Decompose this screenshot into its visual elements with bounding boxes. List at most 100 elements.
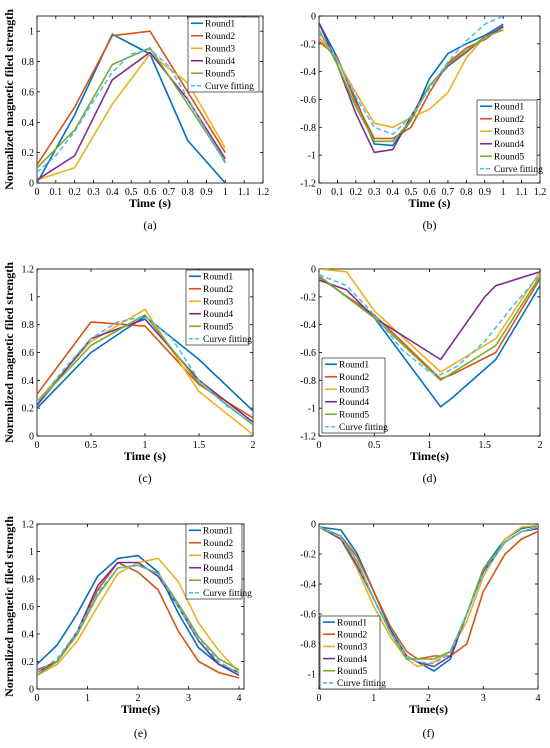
x-tick-label: 1 — [223, 187, 228, 198]
x-tick-label: 0.2 — [350, 187, 363, 198]
x-tick-label: 0.7 — [442, 187, 455, 198]
legend-label: Round3 — [339, 385, 369, 395]
series-line-curve-fitting — [37, 315, 253, 425]
y-axis-label: Normalized magnetic filed strength — [2, 262, 16, 443]
y-tick-label: -1 — [308, 404, 316, 415]
legend-label: Round5 — [337, 667, 367, 677]
panel-label: (f) — [423, 726, 435, 740]
series-line-curve-fitting — [37, 48, 226, 173]
y-tick-label: 0.6 — [22, 87, 35, 98]
x-tick-label: 1.1 — [515, 187, 528, 198]
x-tick-label: 1.1 — [238, 187, 251, 198]
x-tick-label: 2 — [538, 440, 543, 451]
legend-label: Curve fitting — [339, 422, 388, 433]
legend-label: Round3 — [203, 297, 233, 307]
legend-label: Round4 — [494, 140, 524, 150]
x-tick-label: 0.2 — [68, 187, 81, 198]
y-tick-label: -0.2 — [300, 550, 316, 561]
series-line-curve-fitting — [37, 564, 240, 675]
x-tick-label: 1.2 — [534, 187, 547, 198]
series-group — [319, 269, 540, 408]
x-tick-label: 0 — [317, 440, 322, 451]
y-tick-label: -0.4 — [300, 67, 316, 78]
y-tick-label: 0 — [311, 520, 316, 531]
x-axis-label: Time (s) — [129, 196, 171, 210]
legend-label: Round2 — [337, 630, 367, 640]
legend-label: Round2 — [205, 32, 235, 42]
x-tick-label: 2 — [426, 693, 431, 704]
y-tick-label: 0.4 — [22, 630, 35, 641]
x-tick-label: 2 — [135, 693, 140, 704]
legend-label: Round5 — [494, 152, 524, 162]
chart-b: 0 0.1 0.2 0.3 0.4 0.5 0.6 0.7 0.8 0.9 1 1.1 1.2 -1.2 -… — [300, 12, 546, 233]
x-tick-label: 0.8 — [181, 187, 194, 198]
legend-label: Curve fitting — [205, 81, 254, 92]
legend: Round1 Round2 Round3 Round4 Round5 Curve fitt… — [185, 523, 252, 600]
panel-label: (c) — [138, 471, 151, 485]
y-tick-label: 1 — [29, 547, 34, 558]
y-tick-label: 0.4 — [22, 118, 35, 129]
legend-label: Round2 — [203, 539, 233, 549]
series-line-round2 — [37, 30, 226, 166]
legend: Round1 Round2 Round3 Round4 Round5 Curve fitt… — [476, 99, 543, 176]
x-axis-label: Time (s) — [124, 449, 166, 463]
series-line-round4 — [37, 51, 226, 181]
y-tick-label: -0.2 — [300, 292, 316, 303]
y-tick-label: 0 — [29, 685, 34, 696]
legend-label: Round2 — [203, 285, 233, 295]
legend-label: Curve fitting — [337, 678, 386, 689]
legend-box — [185, 269, 250, 346]
series-line-round4 — [37, 561, 240, 677]
chart-a: 0 0.1 0.2 0.3 0.4 0.5 0.6 0.7 0.8 0.9 1 1.1 1.2 0 0.2 0… — [2, 9, 269, 232]
legend-label: Round3 — [494, 127, 524, 137]
legend-label: Round5 — [339, 410, 369, 420]
y-tick-label: 0 — [311, 265, 316, 276]
series-line-curve-fitting — [319, 526, 538, 665]
y-tick-label: 0 — [29, 179, 34, 190]
legend: Round1 Round2 Round3 Round4 Round5 Curve fitt… — [187, 16, 260, 93]
y-tick-label: -0.8 — [300, 640, 316, 651]
panel-label: (e) — [134, 726, 147, 740]
x-tick-label: 2 — [251, 440, 256, 451]
x-tick-label: 0.5 — [405, 187, 418, 198]
legend-label: Round5 — [203, 322, 233, 332]
y-tick-label: -0.4 — [300, 320, 316, 331]
legend-box — [185, 523, 243, 600]
x-tick-label: 0.9 — [200, 187, 213, 198]
series-line-round1 — [37, 315, 253, 412]
series-line-curve-fitting — [319, 16, 504, 136]
series-line-round3 — [37, 53, 226, 181]
y-tick-label: -1.2 — [300, 179, 316, 190]
x-tick-label: 0.9 — [479, 187, 492, 198]
x-tick-label: 0.8 — [460, 187, 473, 198]
series-line-round2 — [37, 321, 253, 419]
legend-label: Round5 — [203, 576, 233, 586]
legend-label: Round1 — [203, 526, 233, 536]
legend: Round1 Round2 Round3 Round4 Round5 Curve fitt… — [321, 357, 388, 434]
y-tick-label: -0.6 — [300, 610, 316, 621]
x-tick-label: 0 — [317, 693, 322, 704]
panel-label: (b) — [423, 218, 437, 232]
y-tick-label: -0.2 — [300, 39, 316, 50]
chart-d: 0 0.5 1 1.5 2 -1.2 -1 -0.8 -0.6 -0.4 -0.2 0 Time(s) R… — [300, 265, 542, 486]
legend-label: Round3 — [203, 551, 233, 561]
y-tick-label: 0 — [311, 12, 316, 23]
y-tick-label: -0.6 — [300, 348, 316, 359]
legend-label: Round3 — [337, 643, 367, 653]
legend-label: Round1 — [203, 272, 233, 282]
y-tick-label: -0.6 — [300, 95, 316, 106]
legend-label: Round1 — [494, 102, 524, 112]
x-tick-label: 0 — [317, 187, 322, 198]
panel-label: (d) — [423, 471, 437, 485]
x-tick-label: 4 — [536, 693, 541, 704]
series-line-round5 — [319, 275, 540, 382]
series-line-round5 — [319, 29, 504, 143]
legend-label: Round3 — [205, 44, 235, 54]
series-line-round4 — [319, 22, 504, 154]
y-tick-label: 0.8 — [22, 575, 35, 586]
y-tick-label: -1.2 — [300, 432, 316, 443]
series-line-round1 — [37, 554, 240, 674]
legend-label: Round1 — [339, 360, 369, 370]
x-tick-label: 1.2 — [257, 187, 270, 198]
